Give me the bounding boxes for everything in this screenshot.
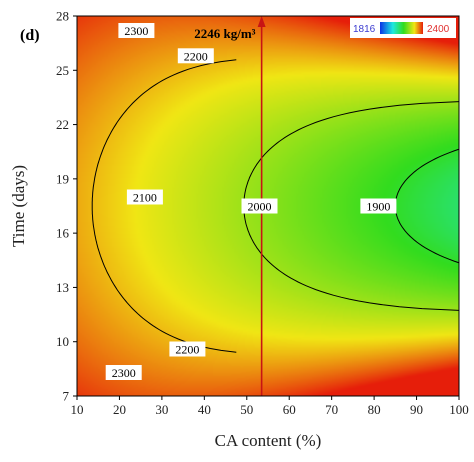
contour-label: 2000 — [248, 200, 272, 214]
y-tick-label: 10 — [56, 334, 69, 349]
contour-label-box — [241, 198, 278, 214]
contour-label: 2300 — [112, 366, 136, 380]
plot-frame — [76, 15, 460, 397]
contour-label: 1900 — [366, 200, 390, 214]
x-tick-label: 50 — [240, 402, 253, 417]
y-tick-label: 28 — [56, 9, 69, 24]
contour-label-box — [126, 189, 163, 205]
contour-label: 2300 — [124, 24, 148, 38]
x-axis-title: CA content (%) — [215, 431, 322, 450]
contour-label-box — [105, 365, 142, 380]
y-axis-ticks: 7 10 13 16 19 22 25 28 — [56, 9, 77, 404]
x-tick-label: 100 — [449, 402, 469, 417]
contour-label-box — [118, 23, 155, 38]
y-tick-label: 13 — [56, 280, 69, 295]
legend-min-label: 1816 — [353, 24, 376, 35]
contour-label: 2200 — [184, 49, 208, 63]
contour-label-box — [360, 198, 397, 214]
color-legend: 1816 2400 — [350, 18, 456, 38]
y-tick-label: 25 — [56, 63, 69, 78]
x-tick-label: 40 — [198, 402, 211, 417]
contour-label-box — [169, 341, 206, 357]
marker-annotation: 2246 kg/m³ — [194, 26, 255, 41]
y-tick-label: 22 — [56, 117, 69, 132]
x-tick-label: 60 — [283, 402, 296, 417]
marker-arrowhead — [257, 16, 266, 27]
contour-label: 2100 — [133, 191, 157, 205]
x-tick-label: 80 — [368, 402, 381, 417]
y-tick-label: 7 — [63, 389, 70, 404]
x-tick-label: 30 — [155, 402, 168, 417]
y-tick-label: 19 — [56, 171, 69, 186]
legend-color-bar — [380, 22, 423, 34]
legend-max-label: 2400 — [427, 24, 450, 35]
x-tick-label: 20 — [113, 402, 126, 417]
contour-line-2300 — [91, 59, 237, 353]
y-axis-title: Time (days) — [9, 165, 28, 247]
y-tick-label: 16 — [56, 226, 70, 241]
x-tick-label: 10 — [71, 402, 84, 417]
contour-labels: 2300 2200 2100 2000 1900 2200 2300 — [105, 23, 397, 380]
x-axis-ticks: 10 20 30 40 50 60 70 80 90 100 — [71, 396, 469, 417]
x-tick-label: 70 — [325, 402, 338, 417]
x-tick-label: 90 — [410, 402, 423, 417]
panel-label: (d) — [20, 27, 40, 44]
contour-label: 2200 — [175, 343, 199, 357]
contour-label-box — [177, 48, 214, 64]
